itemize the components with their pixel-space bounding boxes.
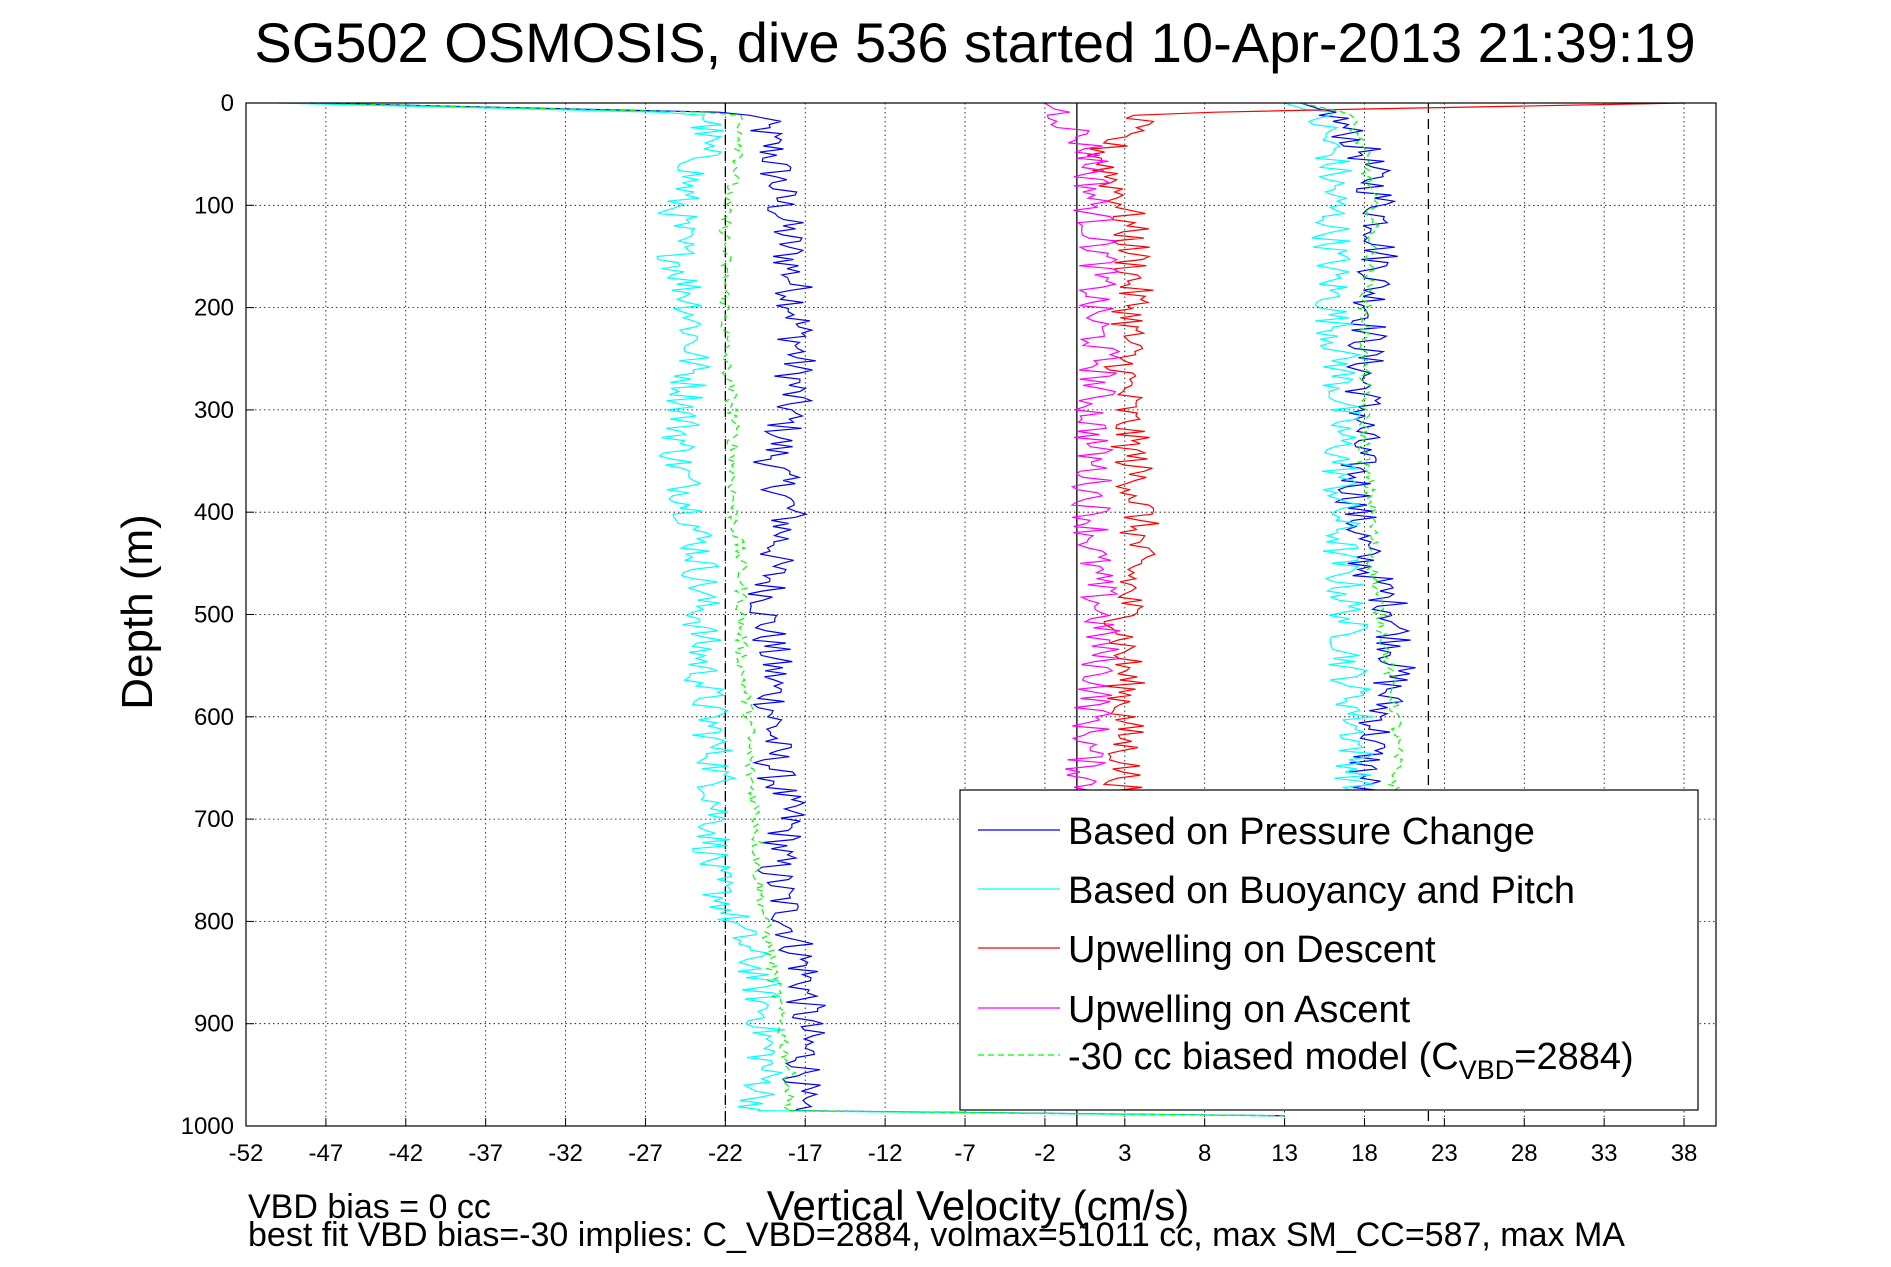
x-tick-label: 33	[1591, 1140, 1618, 1167]
y-tick-label: 600	[194, 704, 234, 731]
series-line	[1044, 102, 1121, 819]
x-tick-label: -7	[954, 1140, 975, 1167]
y-tick-label: 400	[194, 499, 234, 526]
x-tick-label: 38	[1671, 1140, 1698, 1167]
x-tick-labels: -52 -47 -42 -37 -32 -27 -22 -17 -12 -7 -2 3 8 13 18 23 2…	[229, 1140, 1698, 1167]
plot-frame	[245, 102, 1717, 1127]
x-tick-label: -32	[548, 1140, 583, 1167]
x-tick-label: -12	[868, 1140, 903, 1167]
y-tick-label: 500	[194, 602, 234, 629]
x-axis-label: Vertical Velocity (cm/s)	[767, 1182, 1189, 1229]
legend-label: -30 cc biased model (CVBD=2884)	[1068, 1036, 1634, 1085]
footer-line-2: best fit VBD bias=-30 implies: C_VBD=288…	[248, 1216, 1625, 1254]
legend-box	[959, 789, 1699, 1111]
x-tick-label: 13	[1271, 1140, 1298, 1167]
x-tick-label: -27	[628, 1140, 663, 1167]
x-tick-label: -22	[708, 1140, 743, 1167]
y-tick-label: 200	[194, 295, 234, 322]
series-descent-line	[309, 102, 797, 1111]
y-axis-label: Depth (m)	[113, 514, 162, 710]
x-tick-label: -2	[1034, 1140, 1055, 1167]
x-tick-label: 18	[1351, 1140, 1378, 1167]
series-bottom-turn	[789, 1110, 1285, 1117]
series-line	[1087, 102, 1685, 819]
series-descent-line	[277, 102, 785, 1111]
series-descent-line	[309, 102, 826, 1111]
y-tick-label: 1000	[181, 1113, 234, 1140]
y-tick-label: 300	[194, 397, 234, 424]
x-tick-label: -37	[468, 1140, 503, 1167]
y-tick-label: 0	[221, 90, 234, 117]
y-tick-label: 800	[194, 908, 234, 935]
y-tick-labels: 0 100 200 300 400 500 600 700 800 900 1000	[181, 90, 234, 1140]
legend-label: Based on Buoyancy and Pitch	[1068, 870, 1575, 912]
legend-label: Based on Pressure Change	[1068, 811, 1535, 853]
y-tick-label: 100	[194, 192, 234, 219]
chart-title: SG502 OSMOSIS, dive 536 started 10-Apr-2…	[254, 11, 1695, 74]
x-tick-label: -52	[229, 1140, 264, 1167]
y-tick-label: 900	[194, 1011, 234, 1038]
x-tick-label: -42	[388, 1140, 423, 1167]
series-ff0000	[1087, 102, 1685, 819]
legend-label: Upwelling on Ascent	[1068, 989, 1411, 1031]
x-tick-label: -17	[788, 1140, 823, 1167]
x-tick-label: 28	[1511, 1140, 1538, 1167]
x-tick-label: 3	[1118, 1140, 1131, 1167]
x-tick-label: 8	[1198, 1140, 1211, 1167]
x-tick-label: 23	[1431, 1140, 1458, 1167]
footer-line-1: VBD bias = 0 cc	[248, 1188, 491, 1226]
x-tick-label: -47	[309, 1140, 344, 1167]
legend-label: Upwelling on Descent	[1068, 929, 1436, 971]
series-ff00ff	[1044, 102, 1121, 819]
legend: Based on Pressure Change Based on Buoyanc…	[959, 789, 1699, 1111]
y-tick-label: 700	[194, 806, 234, 833]
